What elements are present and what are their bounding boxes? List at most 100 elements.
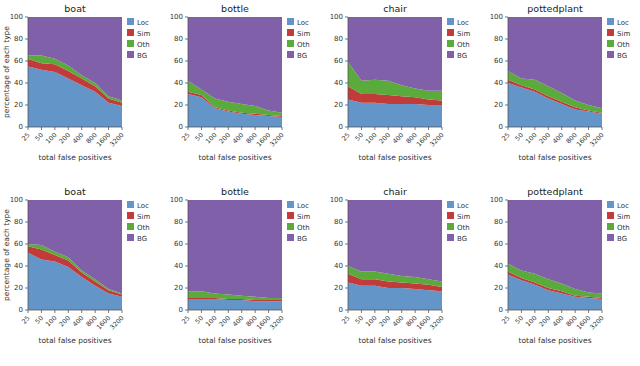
x-tick — [415, 127, 416, 130]
legend-swatch — [607, 40, 614, 47]
legend-swatch — [607, 201, 614, 208]
y-tick — [505, 17, 508, 18]
x-tick-label: 200 — [218, 314, 232, 328]
x-axis-label: total false positives — [358, 336, 431, 345]
x-tick — [228, 310, 229, 313]
x-tick — [388, 310, 389, 313]
legend: LocSimOthBG — [607, 18, 630, 60]
y-tick — [345, 200, 348, 201]
y-axis-line — [28, 200, 29, 310]
legend-label: Oth — [457, 41, 470, 49]
y-tick — [185, 222, 188, 223]
x-tick — [442, 127, 443, 130]
x-tick — [401, 127, 402, 130]
x-tick — [122, 127, 123, 130]
y-tick-label: 20 — [494, 101, 503, 109]
x-tick — [255, 310, 256, 313]
y-tick-label: 60 — [334, 57, 343, 65]
legend-swatch — [127, 51, 134, 58]
y-tick-label: 0 — [19, 306, 23, 314]
y-tick — [25, 266, 28, 267]
x-tick — [228, 127, 229, 130]
y-tick — [185, 288, 188, 289]
x-tick-label: 400 — [391, 314, 405, 328]
x-tick — [348, 310, 349, 313]
x-tick-label: 1600 — [95, 314, 112, 331]
x-tick-label: 100 — [44, 131, 58, 145]
legend-swatch — [127, 234, 134, 241]
x-tick-label: 400 — [231, 131, 245, 145]
y-tick — [505, 83, 508, 84]
legend-label: Loc — [617, 19, 629, 27]
legend-swatch — [127, 18, 134, 25]
y-tick — [505, 200, 508, 201]
legend-swatch — [287, 51, 294, 58]
y-tick — [25, 288, 28, 289]
panel: 020406080100255010020040080016003200boat… — [2, 3, 150, 162]
x-axis-line — [188, 310, 282, 311]
y-tick — [505, 244, 508, 245]
y-tick-label: 80 — [494, 35, 503, 43]
y-tick-label: 20 — [334, 284, 343, 292]
x-tick-label: 400 — [391, 131, 405, 145]
x-tick-label: 3200 — [268, 314, 285, 331]
y-tick-label: 80 — [494, 218, 503, 226]
x-axis-line — [348, 127, 442, 128]
x-tick-label: 200 — [218, 131, 232, 145]
y-axis-line — [508, 17, 509, 127]
x-tick — [95, 127, 96, 130]
legend-label: Oth — [617, 41, 630, 49]
area — [28, 17, 122, 101]
panel: 020406080100255010020040080016003200pott… — [490, 3, 631, 162]
x-tick-label: 1600 — [415, 131, 432, 148]
legend: LocSimOthBG — [447, 201, 470, 243]
y-axis-line — [508, 200, 509, 310]
x-tick-label: 50 — [514, 131, 526, 143]
x-tick — [548, 310, 549, 313]
x-tick-label: 400 — [551, 131, 565, 145]
x-tick-label: 100 — [204, 314, 218, 328]
x-tick — [374, 127, 375, 130]
y-axis-line — [188, 17, 189, 127]
y-tick-label: 100 — [10, 13, 23, 21]
x-tick-label: 50 — [354, 314, 366, 326]
x-tick — [602, 127, 603, 130]
x-tick — [534, 127, 535, 130]
panel: 020406080100255010020040080016003200chai… — [330, 186, 471, 345]
y-tick-label: 0 — [339, 123, 343, 131]
y-tick — [25, 222, 28, 223]
x-tick — [588, 127, 589, 130]
y-tick-label: 60 — [494, 57, 503, 65]
x-axis-label: total false positives — [358, 153, 431, 162]
x-tick — [415, 310, 416, 313]
x-tick — [282, 127, 283, 130]
y-tick — [505, 222, 508, 223]
x-axis-line — [28, 310, 122, 311]
x-axis-label: total false positives — [38, 336, 111, 345]
area — [348, 17, 442, 91]
x-tick-label: 25 — [340, 314, 352, 326]
y-tick — [505, 266, 508, 267]
x-tick — [28, 310, 29, 313]
y-tick-label: 60 — [174, 57, 183, 65]
x-axis-line — [188, 127, 282, 128]
y-tick-label: 40 — [14, 79, 23, 87]
y-axis-line — [348, 17, 349, 127]
y-tick-label: 40 — [174, 262, 183, 270]
y-tick-label: 100 — [330, 196, 343, 204]
y-tick-label: 100 — [170, 196, 183, 204]
legend-swatch — [447, 40, 454, 47]
areas — [188, 200, 282, 310]
legend: LocSimOthBG — [127, 18, 150, 60]
y-tick-label: 20 — [14, 101, 23, 109]
legend-label: Sim — [297, 30, 310, 38]
y-tick — [345, 222, 348, 223]
area — [508, 200, 602, 294]
legend: LocSimOthBG — [287, 18, 310, 60]
y-tick — [345, 83, 348, 84]
x-tick — [122, 310, 123, 313]
x-tick-label: 200 — [378, 314, 392, 328]
legend-label: Oth — [297, 41, 310, 49]
legend-label: Oth — [457, 224, 470, 232]
y-tick — [25, 61, 28, 62]
